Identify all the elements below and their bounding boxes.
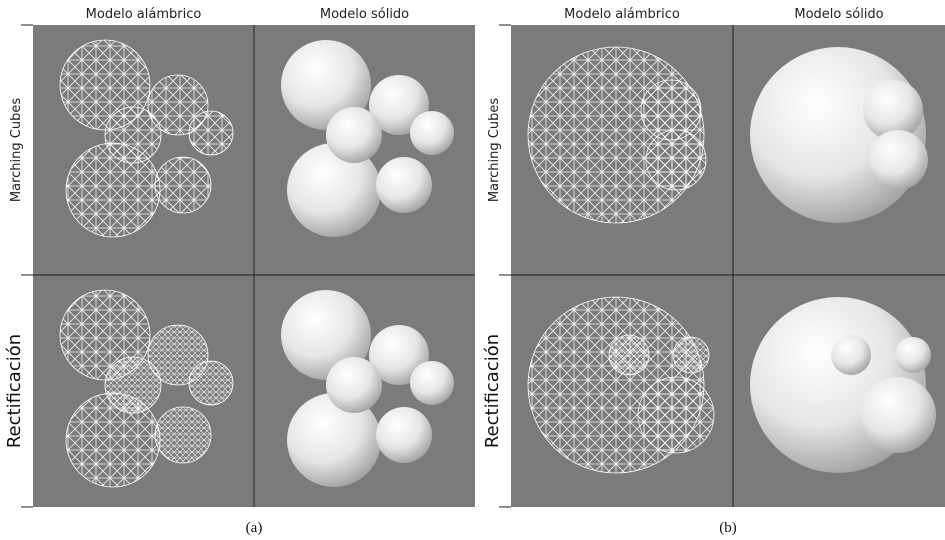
solid-blob (376, 407, 432, 463)
solid-blob (326, 357, 382, 413)
wire-blob (189, 361, 233, 405)
wire-blob (155, 157, 211, 213)
caption: (a) (246, 520, 263, 536)
wire-blob (646, 130, 706, 190)
render (528, 47, 706, 223)
row-label: Rectificación (482, 334, 503, 448)
row-label: Marching Cubes (487, 98, 502, 202)
row-label: Rectificación (4, 334, 25, 448)
solid-blob (895, 337, 931, 373)
solid-blob (376, 157, 432, 213)
column-header: Modelo sólido (320, 7, 409, 22)
solid-blob (868, 130, 928, 190)
column-header: Modelo sólido (794, 7, 883, 22)
wire-blob (105, 107, 161, 163)
wire-blob (638, 377, 714, 453)
solid-blob (410, 111, 454, 155)
row-label: Marching Cubes (9, 98, 24, 202)
figure: Modelo alámbrico Modelo sólido Marching Cu… (0, 0, 945, 540)
wire-blob (609, 335, 649, 375)
column-header: Modelo alámbrico (564, 7, 680, 22)
wire-blob (189, 111, 233, 155)
solid-blob (410, 361, 454, 405)
solid-blob (860, 377, 936, 453)
wire-blob (155, 407, 211, 463)
solid-blob (326, 107, 382, 163)
wire-blob (105, 357, 161, 413)
wire-blob (673, 337, 709, 373)
caption: (b) (719, 520, 737, 536)
column-header: Modelo alámbrico (86, 7, 202, 22)
solid-blob (831, 335, 871, 375)
